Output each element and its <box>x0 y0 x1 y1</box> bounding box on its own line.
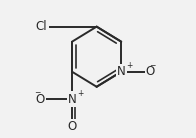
Text: −: − <box>34 88 40 97</box>
Text: +: + <box>126 61 133 70</box>
Text: O: O <box>67 120 77 133</box>
Text: O: O <box>146 65 155 78</box>
Text: O: O <box>35 93 45 106</box>
Text: N: N <box>117 65 126 78</box>
Text: N: N <box>68 93 76 106</box>
Text: −: − <box>149 61 155 70</box>
Text: +: + <box>77 89 84 98</box>
Text: Cl: Cl <box>36 20 47 33</box>
